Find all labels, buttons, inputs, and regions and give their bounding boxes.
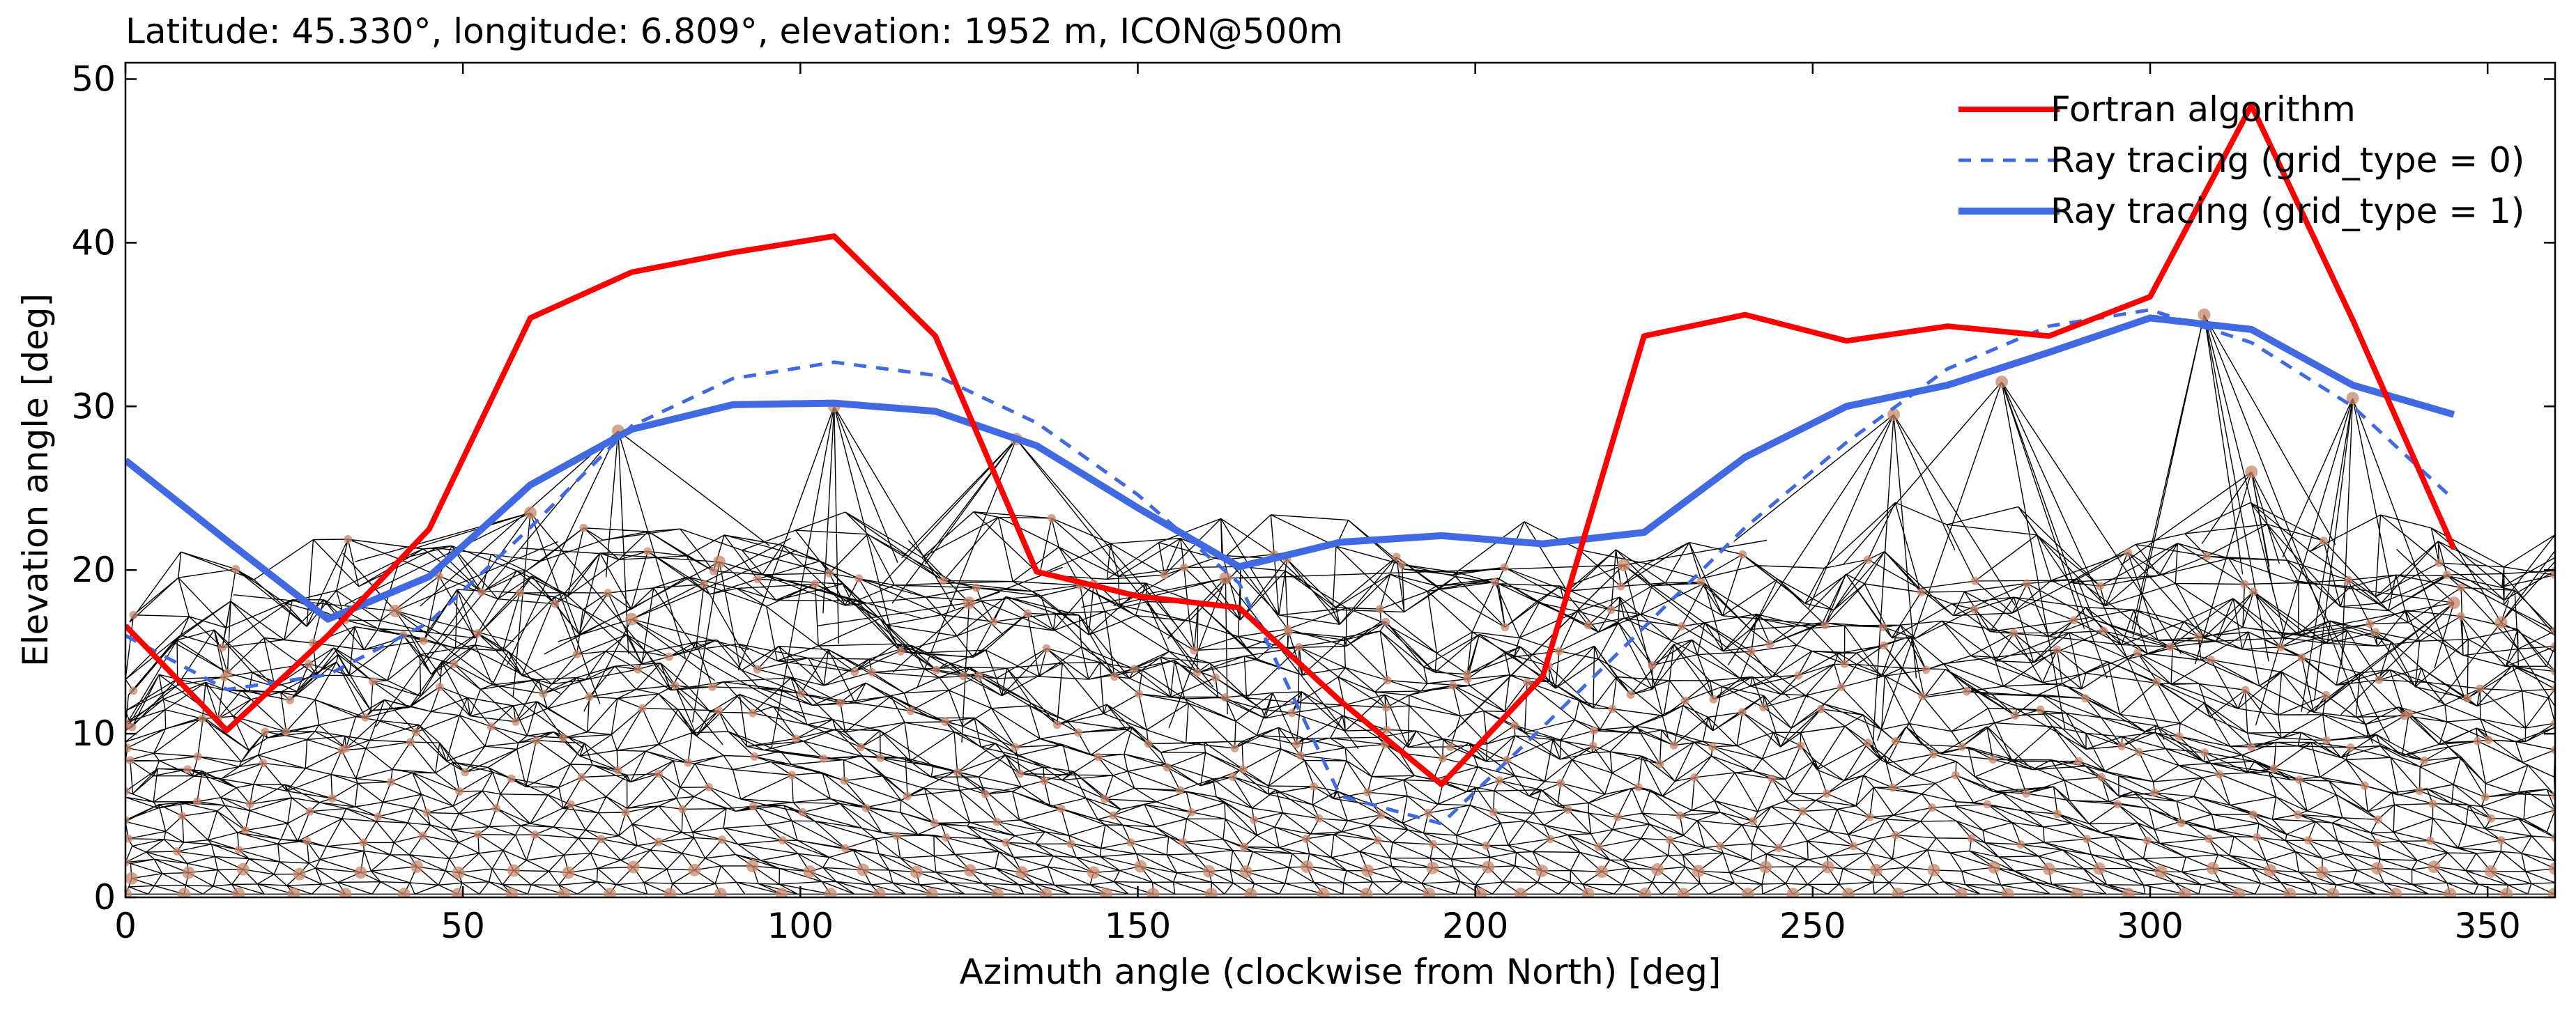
- y-axis-label: Elevation angle [deg]: [15, 293, 56, 667]
- plot-frame: [124, 61, 2556, 899]
- x-tick-label: 350: [2454, 906, 2520, 946]
- mesh-nodes: [125, 308, 2555, 897]
- y-tick-label: 40: [71, 222, 116, 263]
- x-tick-label: 50: [440, 906, 485, 946]
- y-tick-label: 0: [93, 877, 116, 918]
- y-tick-label: 10: [71, 713, 116, 754]
- y-tick-label: 30: [71, 386, 116, 426]
- series-layer: [125, 102, 2457, 826]
- x-tick-label: 0: [114, 906, 137, 946]
- chart-title: Latitude: 45.330°, longitude: 6.809°, el…: [125, 11, 1343, 52]
- y-tick-label: 20: [71, 550, 116, 590]
- x-tick-label: 100: [767, 906, 834, 946]
- legend-label-0: Fortran algorithm: [2050, 89, 2356, 130]
- x-tick-label: 150: [1105, 906, 1171, 946]
- series-line-2: [125, 314, 2455, 623]
- legend-label-2: Ray tracing (grid_type = 1): [2050, 191, 2524, 231]
- legend-label-1: Ray tracing (grid_type = 0): [2050, 140, 2524, 180]
- x-tick-label: 250: [1779, 906, 1846, 946]
- series-line-1: [125, 308, 2455, 826]
- legend: Fortran algorithm Ray tracing (grid_type …: [1958, 89, 2524, 231]
- terrain-mesh: [125, 308, 2555, 897]
- series-line-0: [125, 102, 2457, 787]
- x-tick-label: 200: [1442, 906, 1508, 946]
- mesh-edges: [125, 314, 2555, 895]
- x-axis-label: Azimuth angle (clockwise from North) [de…: [960, 952, 1722, 992]
- y-tick-label: 50: [71, 59, 116, 99]
- x-tick-label: 300: [2117, 906, 2183, 946]
- axes: 0 50 100 150 200 250 300 350 0 10 20 30 40 50: [71, 59, 2555, 946]
